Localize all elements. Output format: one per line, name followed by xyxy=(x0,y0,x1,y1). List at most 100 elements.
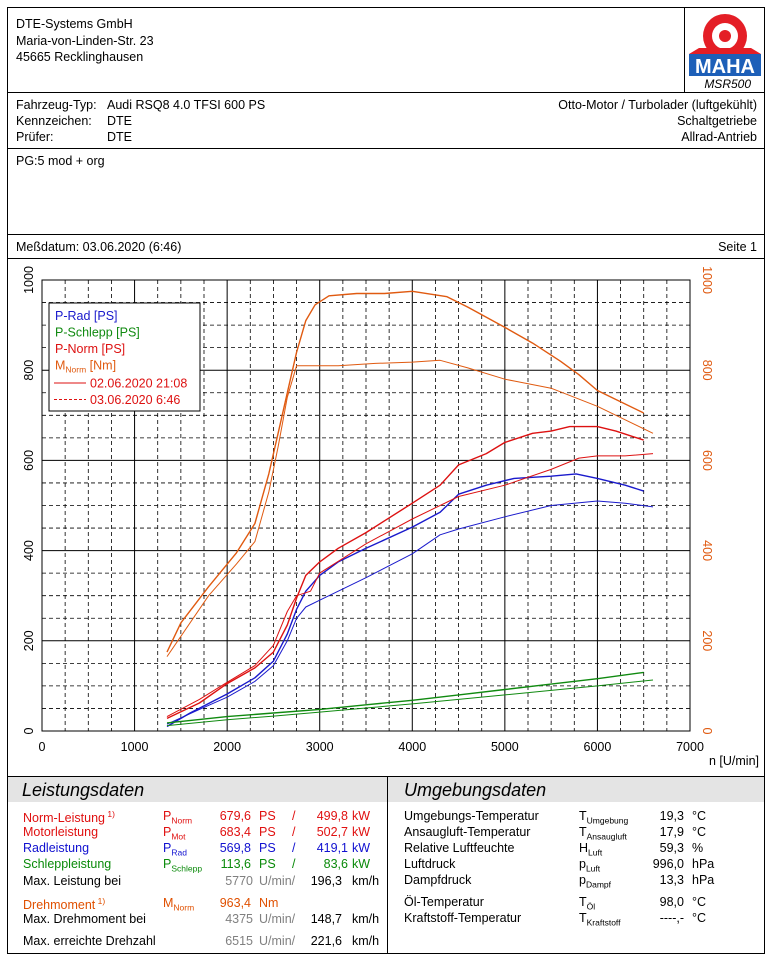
series-line-rad-1 xyxy=(166,500,654,725)
umgebung-title: Umgebungsdaten xyxy=(404,780,547,800)
gearbox-type: Schaltgetriebe xyxy=(677,114,757,128)
y-left-tick-label: 1000 xyxy=(22,266,36,294)
umgebung-panel: Umgebungsdaten Umgebungs-Temperatur TUmge… xyxy=(388,777,764,953)
series-line-norm-4 xyxy=(166,425,644,720)
x-tick-label: 2000 xyxy=(213,740,241,754)
umgebung-unit: °C xyxy=(692,825,707,839)
dyno-chart: 0 1000 2000 3000 4000 5000 6000 7000 n [U/min] 0 2… xyxy=(8,258,764,774)
leistung-value-kw: 83,6 xyxy=(323,857,348,871)
leistung-value-ps: 113,6 xyxy=(220,857,251,871)
leistung-symbol: PSchlepp xyxy=(163,857,203,874)
umgebung-value: 17,9 xyxy=(659,825,684,839)
leistung-unit-kw: kW xyxy=(352,809,371,823)
max-power-rpm: 5770 xyxy=(225,874,253,888)
x-tick-label: 6000 xyxy=(584,740,612,754)
leistung-symbol: PNorm xyxy=(163,809,193,826)
divider xyxy=(7,776,765,777)
umgebung-value: ----,- xyxy=(659,911,684,925)
y-right-tick-label: 0 xyxy=(700,728,714,735)
max-rpm-speed-unit: km/h xyxy=(352,934,380,948)
umgebung-value: 19,3 xyxy=(659,809,684,823)
leistung-panel: Leistungsdaten Norm-Leistung 1) PNorm 679,… xyxy=(8,777,388,953)
vehicle-type-label: Fahrzeug-Typ: xyxy=(16,98,97,112)
legend-run-label: 02.06.2020 21:08 xyxy=(90,377,187,391)
plate-label: Kennzeichen: xyxy=(16,114,92,128)
engine-type: Otto-Motor / Turbolader (luftgekühlt) xyxy=(558,98,757,112)
leistung-value-kw: 419,1 xyxy=(316,841,348,855)
umgebung-symbol: pLuft xyxy=(579,857,601,874)
leistung-value-ps: 683,4 xyxy=(219,825,251,839)
series-line-torque-7 xyxy=(166,359,654,657)
x-tick-label: 1000 xyxy=(121,740,149,754)
umgebung-unit: % xyxy=(692,841,704,855)
y-left-tick-label: 800 xyxy=(22,360,36,381)
max-rpm-rpm-unit: U/min/ xyxy=(259,934,296,948)
tester-value: DTE xyxy=(107,130,132,144)
divider xyxy=(7,92,765,93)
vehicle-type-value: Audi RSQ8 4.0 TFSI 600 PS xyxy=(107,98,266,112)
leistung-separator: / xyxy=(292,825,296,839)
x-tick-label: 3000 xyxy=(306,740,334,754)
leistung-value-kw: 502,7 xyxy=(316,825,348,839)
legend-entry: P-Norm [PS] xyxy=(55,342,125,356)
umgebung-value: 98,0 xyxy=(659,895,684,909)
legend-entry: P-Schlepp [PS] xyxy=(55,326,140,340)
max-power-label: Max. Leistung bei xyxy=(23,874,121,888)
umgebung-symbol: TÖl xyxy=(579,895,596,912)
leistung-separator: / xyxy=(292,857,296,871)
umgebung-unit: hPa xyxy=(692,873,715,887)
umgebung-label: Umgebungs-Temperatur xyxy=(404,809,539,823)
y-right-tick-label: 1000 xyxy=(700,266,714,294)
leistung-label: Radleistung xyxy=(23,841,90,855)
umgebung-label: Dampfdruck xyxy=(404,873,472,887)
company-name: DTE-Systems GmbH xyxy=(16,17,133,31)
umgebung-symbol: pDampf xyxy=(579,873,611,890)
y-left-tick-label: 200 xyxy=(22,630,36,651)
series-line-schlepp-3 xyxy=(166,679,654,727)
max-torque-speed-unit: km/h xyxy=(352,912,380,926)
umgebung-symbol: TKraftstoff xyxy=(579,911,621,928)
x-tick-label: 4000 xyxy=(398,740,426,754)
max-torque-label: Max. Drehmoment bei xyxy=(23,912,146,926)
umgebung-unit: °C xyxy=(692,809,707,823)
y-left-tick-label: 600 xyxy=(22,450,36,471)
umgebung-label: Ansaugluft-Temperatur xyxy=(404,825,531,839)
company-city: 45665 Recklinghausen xyxy=(16,50,144,64)
umgebung-label: Luftdruck xyxy=(404,857,456,871)
umgebung-unit: °C xyxy=(692,895,707,909)
umgebung-unit: °C xyxy=(692,911,707,925)
logo-brand: MAHA xyxy=(695,56,755,78)
torque-symbol: MNorm xyxy=(163,896,195,913)
umgebung-value: 59,3 xyxy=(659,841,684,855)
divider xyxy=(7,258,765,259)
legend-run-label: 03.06.2020 6:46 xyxy=(90,393,180,407)
umgebung-unit: hPa xyxy=(692,857,715,871)
leistung-separator: / xyxy=(292,841,296,855)
umgebung-value: 996,0 xyxy=(652,857,684,871)
legend-box xyxy=(48,302,201,412)
max-power-rpm-unit: U/min/ xyxy=(259,874,296,888)
torque-value: 963,4 xyxy=(219,896,251,910)
max-torque-rpm-unit: U/min/ xyxy=(259,912,296,926)
y-right-tick-label: 800 xyxy=(700,360,714,381)
leistung-value-ps: 569,8 xyxy=(219,841,251,855)
umgebung-symbol: HLuft xyxy=(579,841,603,858)
umgebung-label: Relative Luftfeuchte xyxy=(404,841,515,855)
leistung-title: Leistungsdaten xyxy=(22,780,145,800)
leistung-unit-ps: PS xyxy=(259,825,276,839)
x-tick-label: 7000 xyxy=(676,740,704,754)
logo-model: MSR500 xyxy=(704,77,751,91)
max-rpm-rpm: 6515 xyxy=(225,934,253,948)
series-line-norm-5 xyxy=(166,453,654,718)
umgebung-value: 13,3 xyxy=(659,873,684,887)
leistung-label: Motorleistung xyxy=(23,825,99,839)
test-notes: PG:5 mod + org xyxy=(16,154,105,168)
umgebung-label: Kraftstoff-Temperatur xyxy=(404,911,522,925)
max-power-speed-unit: km/h xyxy=(352,874,380,888)
leistung-value-ps: 679,6 xyxy=(219,809,251,823)
series-line-rad-0 xyxy=(166,473,644,728)
x-axis-label: n [U/min] xyxy=(709,754,759,768)
leistung-unit-kw: kW xyxy=(352,841,371,855)
max-rpm-speed: 221,6 xyxy=(310,934,342,948)
